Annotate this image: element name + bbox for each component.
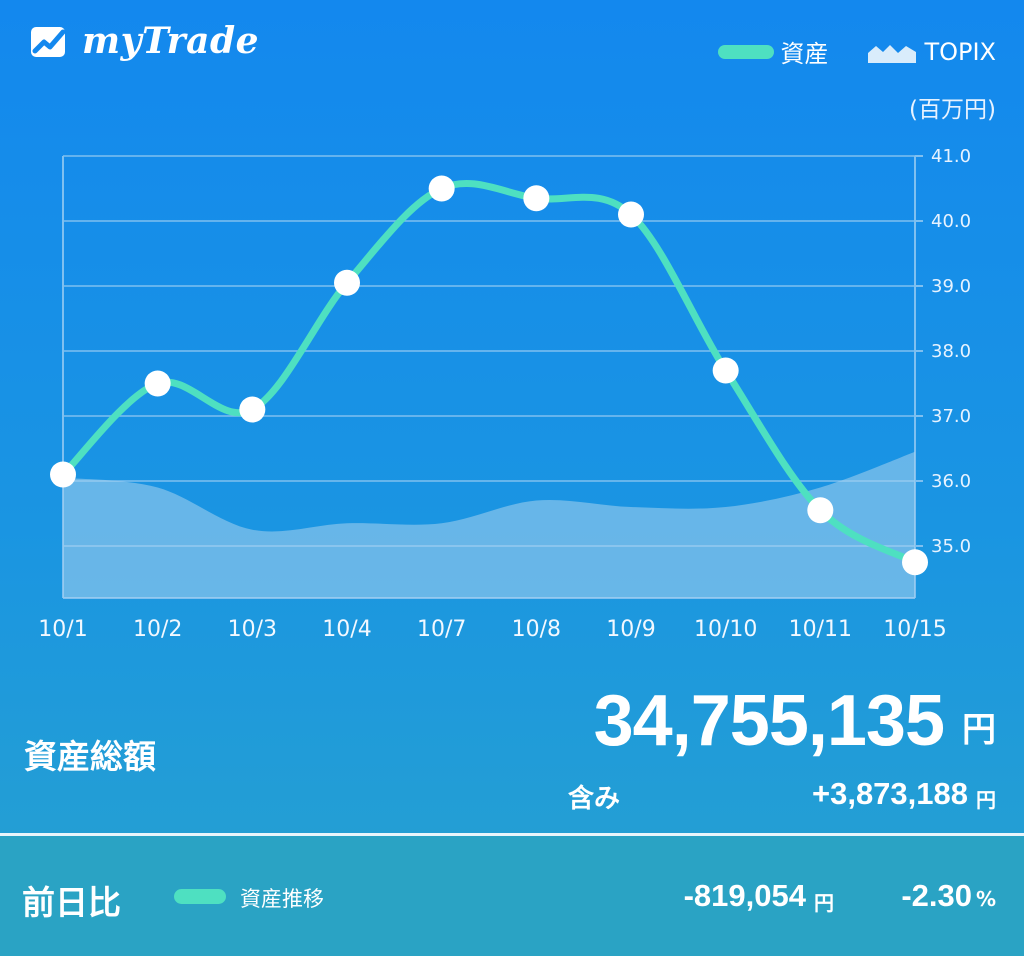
y-tick-label: 37.0 xyxy=(931,406,971,427)
daily-change-percent: -2.30 xyxy=(901,878,972,913)
topix-area-layer xyxy=(63,451,915,598)
assets-data-point[interactable] xyxy=(902,549,928,576)
daily-change-percent-unit: % xyxy=(975,887,996,911)
assets-data-point[interactable] xyxy=(618,201,644,228)
assets-data-point[interactable] xyxy=(50,461,76,488)
x-tick-label: 10/2 xyxy=(133,617,182,642)
unrealized-gain-unit: 円 xyxy=(976,788,996,812)
y-tick-label: 40.0 xyxy=(931,211,971,232)
chart-legend: 資産 TOPIX xyxy=(718,34,996,69)
daily-change-bar: 前日比 資産推移 -819,054 円 -2.30 % xyxy=(0,836,1024,956)
y-tick-label: 38.0 xyxy=(931,341,971,362)
unrealized-gain-value: +3,873,188 xyxy=(811,776,968,811)
assets-data-point[interactable] xyxy=(334,269,360,296)
x-tick-label: 10/8 xyxy=(512,617,561,642)
asset-summary: 資産総額 34,755,135 円 含み +3,873,188 円 xyxy=(0,670,1024,835)
assets-line-layer xyxy=(59,179,919,566)
total-assets-value: 34,755,135 xyxy=(593,681,945,761)
unrealized-gain-label: 含み xyxy=(568,784,621,814)
asset-line-chart: 41.040.039.038.037.036.035.0 10/1 10/2 10/… xyxy=(38,146,971,642)
assets-line xyxy=(59,179,919,566)
line-swatch-icon xyxy=(174,889,226,904)
daily-change-value: -819,054 xyxy=(683,878,806,913)
asset-trend-label[interactable]: 資産推移 xyxy=(240,887,324,911)
y-tick-label: 39.0 xyxy=(931,276,971,297)
x-tick-label: 10/9 xyxy=(606,617,655,642)
header: myTrade 資産 TOPIX (百万円) xyxy=(0,0,1024,140)
y-tick-label: 35.0 xyxy=(931,536,971,557)
assets-data-point[interactable] xyxy=(523,185,550,212)
daily-change-label: 前日比 xyxy=(22,883,121,922)
y-tick-label: 41.0 xyxy=(931,146,971,167)
mountain-area-icon xyxy=(868,44,917,63)
trend-chart-logo-icon xyxy=(31,27,66,57)
x-tick-label: 10/10 xyxy=(694,617,757,642)
x-tick-labels: 10/1 10/2 10/3 10/4 10/7 10/8 10/9 10/10 10/11 10… xyxy=(38,617,946,642)
total-assets-label: 資産総額 xyxy=(24,737,156,776)
x-tick-label: 10/1 xyxy=(38,617,87,642)
y-tick-label: 36.0 xyxy=(931,471,971,492)
y-axis-unit-label: (百万円) xyxy=(909,97,996,123)
line-swatch-icon xyxy=(718,44,775,59)
legend-item-topix[interactable]: TOPIX xyxy=(828,38,996,66)
total-assets-unit: 円 xyxy=(962,710,996,750)
brand-name: myTrade xyxy=(82,20,260,62)
x-tick-label: 10/15 xyxy=(883,617,946,642)
assets-data-point[interactable] xyxy=(144,370,171,397)
x-tick-label: 10/11 xyxy=(789,617,852,642)
assets-points-layer xyxy=(50,175,928,576)
assets-data-point[interactable] xyxy=(239,396,266,423)
app-logo: myTrade xyxy=(30,20,259,62)
legend-topix-label: TOPIX xyxy=(924,37,996,66)
legend-assets-label: 資産 xyxy=(780,40,829,68)
topix-area xyxy=(63,451,915,598)
section-divider xyxy=(0,833,1024,836)
x-tick-label: 10/7 xyxy=(417,617,466,642)
daily-change-unit: 円 xyxy=(814,891,834,915)
y-tick-labels: 41.0 40.0 39.0 38.0 37.0 36.0 35.0 xyxy=(931,146,971,557)
assets-data-point[interactable] xyxy=(712,357,739,384)
x-tick-label: 10/3 xyxy=(228,617,277,642)
assets-data-point[interactable] xyxy=(807,497,834,524)
assets-data-point[interactable] xyxy=(428,175,455,202)
legend-item-assets[interactable]: 資産 xyxy=(718,34,828,69)
x-tick-label: 10/4 xyxy=(322,617,371,642)
